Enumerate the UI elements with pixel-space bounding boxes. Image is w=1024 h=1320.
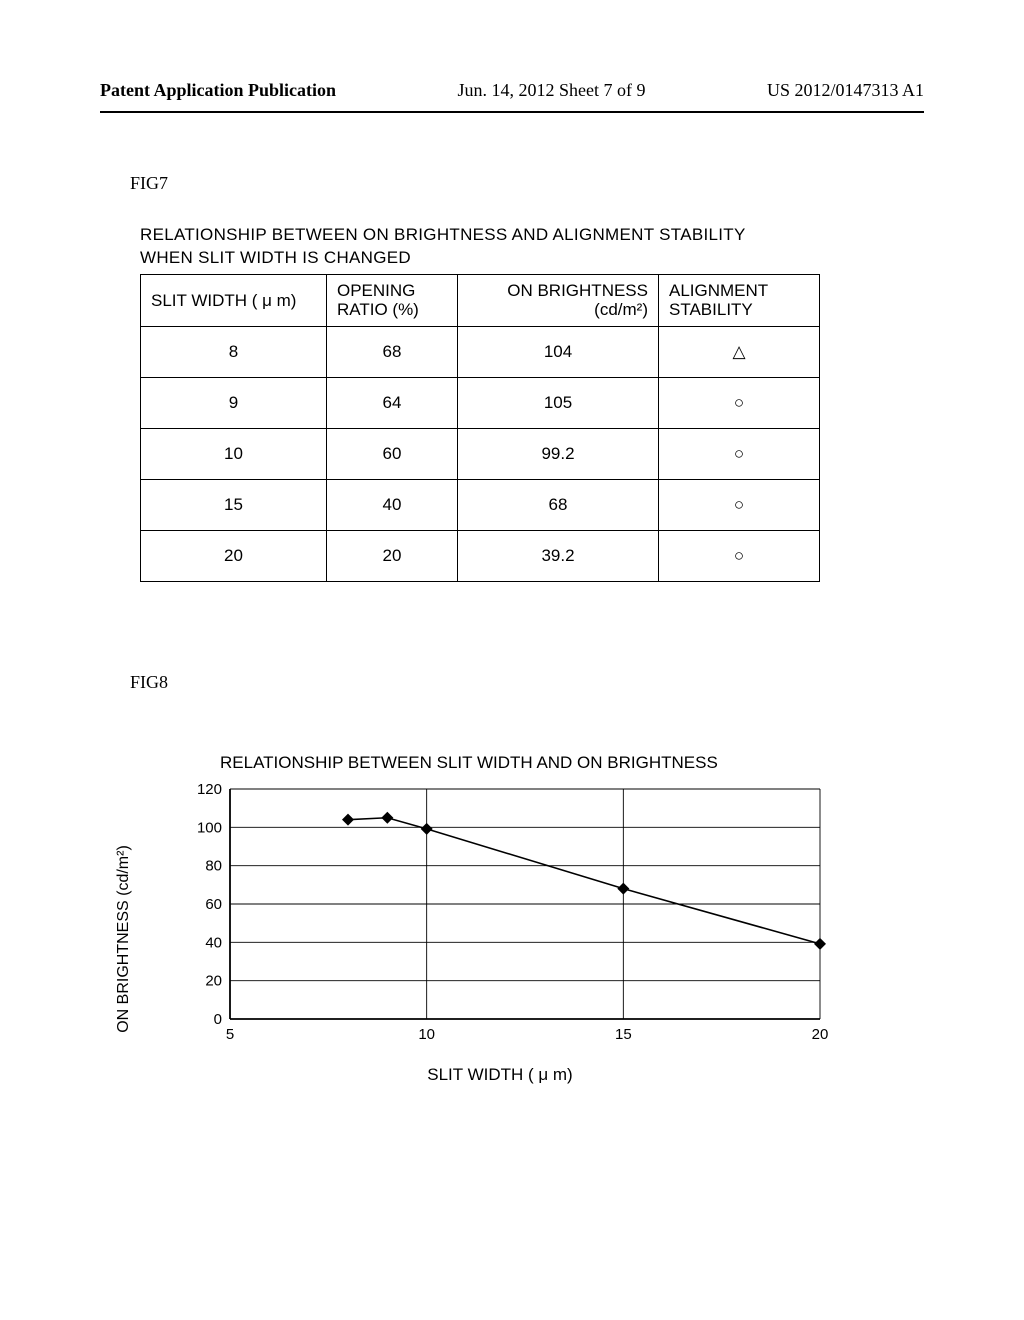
cell-stability: ○ [659,428,820,479]
table-row: 10 60 99.2 ○ [141,428,820,479]
cell-bright: 39.2 [458,530,659,581]
svg-text:80: 80 [205,858,222,875]
fig8-title: RELATIONSHIP BETWEEN SLIT WIDTH AND ON B… [220,753,924,773]
svg-text:5: 5 [226,1026,234,1043]
header-center: Jun. 14, 2012 Sheet 7 of 9 [458,80,646,101]
col-alignment-stability: ALIGNMENT STABILITY [659,274,820,326]
cell-stability: ○ [659,530,820,581]
table-row: 20 20 39.2 ○ [141,530,820,581]
fig7-title: RELATIONSHIP BETWEEN ON BRIGHTNESS AND A… [140,224,924,270]
table-row: 15 40 68 ○ [141,479,820,530]
cell-stability: △ [659,326,820,377]
table-header-row: SLIT WIDTH ( μ m) OPENING RATIO (%) ON B… [141,274,820,326]
cell-bright: 68 [458,479,659,530]
svg-text:20: 20 [205,973,222,990]
cell-ratio: 20 [327,530,458,581]
fig8-chart: ON BRIGHTNESS (cd/m²) 020406080100120510… [140,779,860,1099]
fig7-title-line1: RELATIONSHIP BETWEEN ON BRIGHTNESS AND A… [140,225,746,244]
svg-text:10: 10 [418,1026,435,1043]
cell-stability: ○ [659,377,820,428]
cell-ratio: 64 [327,377,458,428]
cell-stability: ○ [659,479,820,530]
cell-bright: 104 [458,326,659,377]
svg-text:60: 60 [205,896,222,913]
cell-slit: 9 [141,377,327,428]
page-header: Patent Application Publication Jun. 14, … [100,80,924,101]
cell-slit: 10 [141,428,327,479]
col-on-brightness: ON BRIGHTNESS (cd/m²) [458,274,659,326]
cell-ratio: 68 [327,326,458,377]
svg-text:0: 0 [214,1011,222,1028]
header-rule [100,111,924,113]
fig8-label: FIG8 [130,672,924,693]
svg-text:120: 120 [197,781,222,798]
cell-slit: 20 [141,530,327,581]
col-slit-width: SLIT WIDTH ( μ m) [141,274,327,326]
col-opening-ratio: OPENING RATIO (%) [327,274,458,326]
cell-ratio: 60 [327,428,458,479]
svg-text:20: 20 [812,1026,829,1043]
chart-svg: 0 20 40 60 80 100 120 5 10 15 20 [140,779,860,1059]
cell-slit: 15 [141,479,327,530]
svg-text:15: 15 [615,1026,632,1043]
table-row: 8 68 104 △ [141,326,820,377]
cell-bright: 99.2 [458,428,659,479]
fig7-table: SLIT WIDTH ( μ m) OPENING RATIO (%) ON B… [140,274,820,582]
chart-ylabel: ON BRIGHTNESS (cd/m²) [115,845,133,1033]
page: Patent Application Publication Jun. 14, … [0,0,1024,1139]
header-left: Patent Application Publication [100,80,336,101]
header-right: US 2012/0147313 A1 [767,80,924,101]
fig7-label: FIG7 [130,173,924,194]
chart-xlabel: SLIT WIDTH ( μ m) [140,1065,860,1085]
cell-bright: 105 [458,377,659,428]
svg-text:100: 100 [197,819,222,836]
svg-text:40: 40 [205,934,222,951]
cell-slit: 8 [141,326,327,377]
table-row: 9 64 105 ○ [141,377,820,428]
cell-ratio: 40 [327,479,458,530]
fig7-title-line2: WHEN SLIT WIDTH IS CHANGED [140,248,411,267]
